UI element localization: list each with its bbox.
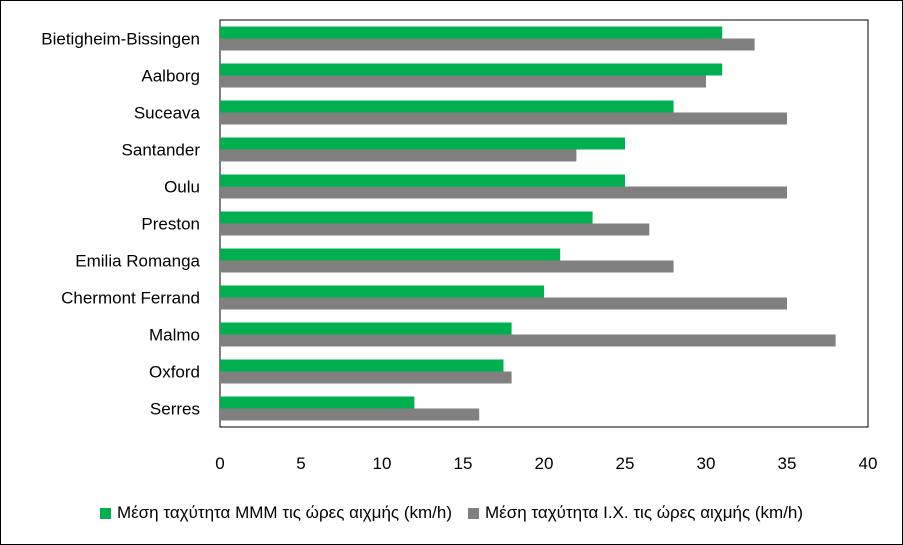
bar-pt xyxy=(220,396,415,409)
category-label: Chermont Ferrand xyxy=(61,289,200,308)
category-label: Aalborg xyxy=(141,67,200,86)
category-label: Oulu xyxy=(164,178,200,197)
bar-car xyxy=(220,223,650,236)
legend-label-pt: Μέση ταχύτητα ΜΜΜ τις ώρες αιχμής (km/h) xyxy=(116,503,452,522)
x-tick-label: 0 xyxy=(215,454,224,473)
x-tick-label: 30 xyxy=(697,454,716,473)
category-label: Serres xyxy=(150,400,200,419)
bar-pt xyxy=(220,26,723,39)
bar-car xyxy=(220,260,674,273)
legend-label-car: Μέση ταχύτητα Ι.Χ. τις ώρες αιχμής (km/h… xyxy=(484,503,804,522)
bar-pt xyxy=(220,100,674,113)
x-tick-label: 20 xyxy=(535,454,554,473)
bar-car xyxy=(220,297,787,310)
x-tick-label: 5 xyxy=(296,454,305,473)
category-label: Oxford xyxy=(149,363,200,382)
category-label: Suceava xyxy=(134,104,201,123)
bar-car xyxy=(220,112,787,125)
x-tick-label: 15 xyxy=(454,454,473,473)
bar-pt xyxy=(220,285,544,298)
bar-pt xyxy=(220,248,561,261)
bar-car xyxy=(220,334,836,347)
x-tick-label: 10 xyxy=(373,454,392,473)
category-label: Preston xyxy=(141,215,200,234)
bar-pt xyxy=(220,174,625,187)
bar-car xyxy=(220,149,577,162)
bar-pt xyxy=(220,137,625,150)
category-label: Santander xyxy=(122,141,201,160)
legend-swatch-car xyxy=(467,507,479,519)
bar-car xyxy=(220,371,512,384)
category-label: Emilia Romanga xyxy=(75,252,200,271)
bar-car xyxy=(220,38,755,51)
legend-item-pt: Μέση ταχύτητα ΜΜΜ τις ώρες αιχμής (km/h) xyxy=(99,503,452,523)
bar-pt xyxy=(220,359,504,372)
bar-pt xyxy=(220,211,593,224)
x-tick-label: 35 xyxy=(778,454,797,473)
bar-car xyxy=(220,408,480,421)
bar-car xyxy=(220,75,706,88)
x-tick-label: 25 xyxy=(616,454,635,473)
bar-pt xyxy=(220,322,512,335)
category-label: Bietigheim-Bissingen xyxy=(41,30,200,49)
legend: Μέση ταχύτητα ΜΜΜ τις ώρες αιχμής (km/h)… xyxy=(0,503,903,523)
bar-pt xyxy=(220,63,723,76)
legend-swatch-pt xyxy=(99,507,111,519)
x-tick-label: 40 xyxy=(859,454,878,473)
category-label: Malmo xyxy=(149,326,200,345)
legend-item-car: Μέση ταχύτητα Ι.Χ. τις ώρες αιχμής (km/h… xyxy=(467,503,804,523)
bar-car xyxy=(220,186,787,199)
